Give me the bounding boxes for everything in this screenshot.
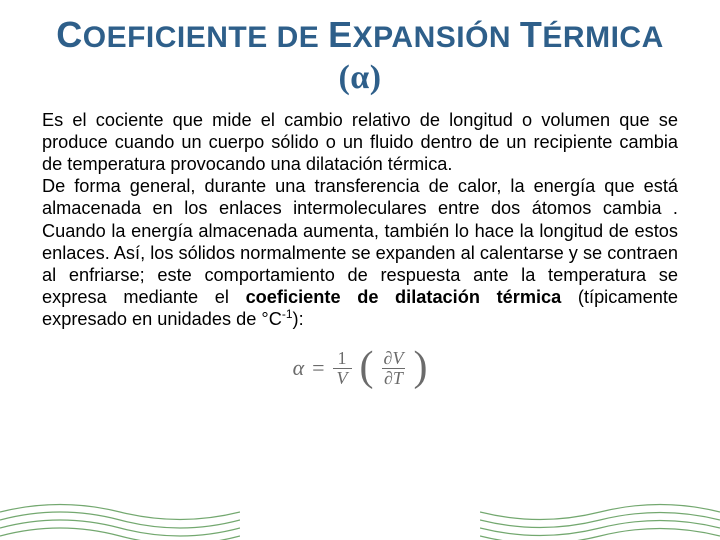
formula-rparen: ) bbox=[413, 351, 427, 385]
formula-equals: = bbox=[312, 355, 324, 381]
formula-frac-1v: 1 V bbox=[333, 349, 352, 388]
formula-num-1: 1 bbox=[336, 349, 349, 368]
formula-den-v: V bbox=[333, 368, 352, 388]
formula-dv: ∂V bbox=[382, 349, 406, 368]
superscript: -1 bbox=[282, 307, 293, 321]
title-line1: COEFICIENTE DE EXPANSIÓN TÉRMICA bbox=[40, 14, 680, 56]
paragraph-1: Es el cociente que mide el cambio relati… bbox=[42, 110, 678, 174]
title-block: COEFICIENTE DE EXPANSIÓN TÉRMICA (α) bbox=[40, 14, 680, 97]
title-seg-2: XPANSIÓN bbox=[353, 21, 520, 54]
paragraph-2c: ): bbox=[293, 309, 304, 329]
bold-term: coeficiente de dilatación térmica bbox=[246, 287, 562, 307]
formula: α = 1 V ( ∂V ∂T ) bbox=[293, 349, 428, 388]
title-seg-1: OEFICIENTE DE bbox=[83, 21, 328, 54]
formula-dt: ∂T bbox=[382, 368, 405, 388]
title-cap-c: C bbox=[56, 14, 83, 55]
decoration-left bbox=[0, 492, 240, 540]
title-cap-t: T bbox=[520, 14, 543, 55]
title-line2: (α) bbox=[40, 58, 680, 97]
formula-alpha: α bbox=[293, 355, 305, 381]
slide: COEFICIENTE DE EXPANSIÓN TÉRMICA (α) Es … bbox=[0, 0, 720, 540]
title-cap-e: E bbox=[328, 14, 353, 55]
body-text: Es el cociente que mide el cambio relati… bbox=[40, 109, 680, 331]
formula-partial: ∂V ∂T bbox=[382, 349, 406, 388]
title-seg-3: ÉRMICA bbox=[542, 21, 663, 54]
formula-block: α = 1 V ( ∂V ∂T ) bbox=[40, 349, 680, 388]
formula-lparen: ( bbox=[360, 351, 374, 385]
decoration-right bbox=[480, 492, 720, 540]
